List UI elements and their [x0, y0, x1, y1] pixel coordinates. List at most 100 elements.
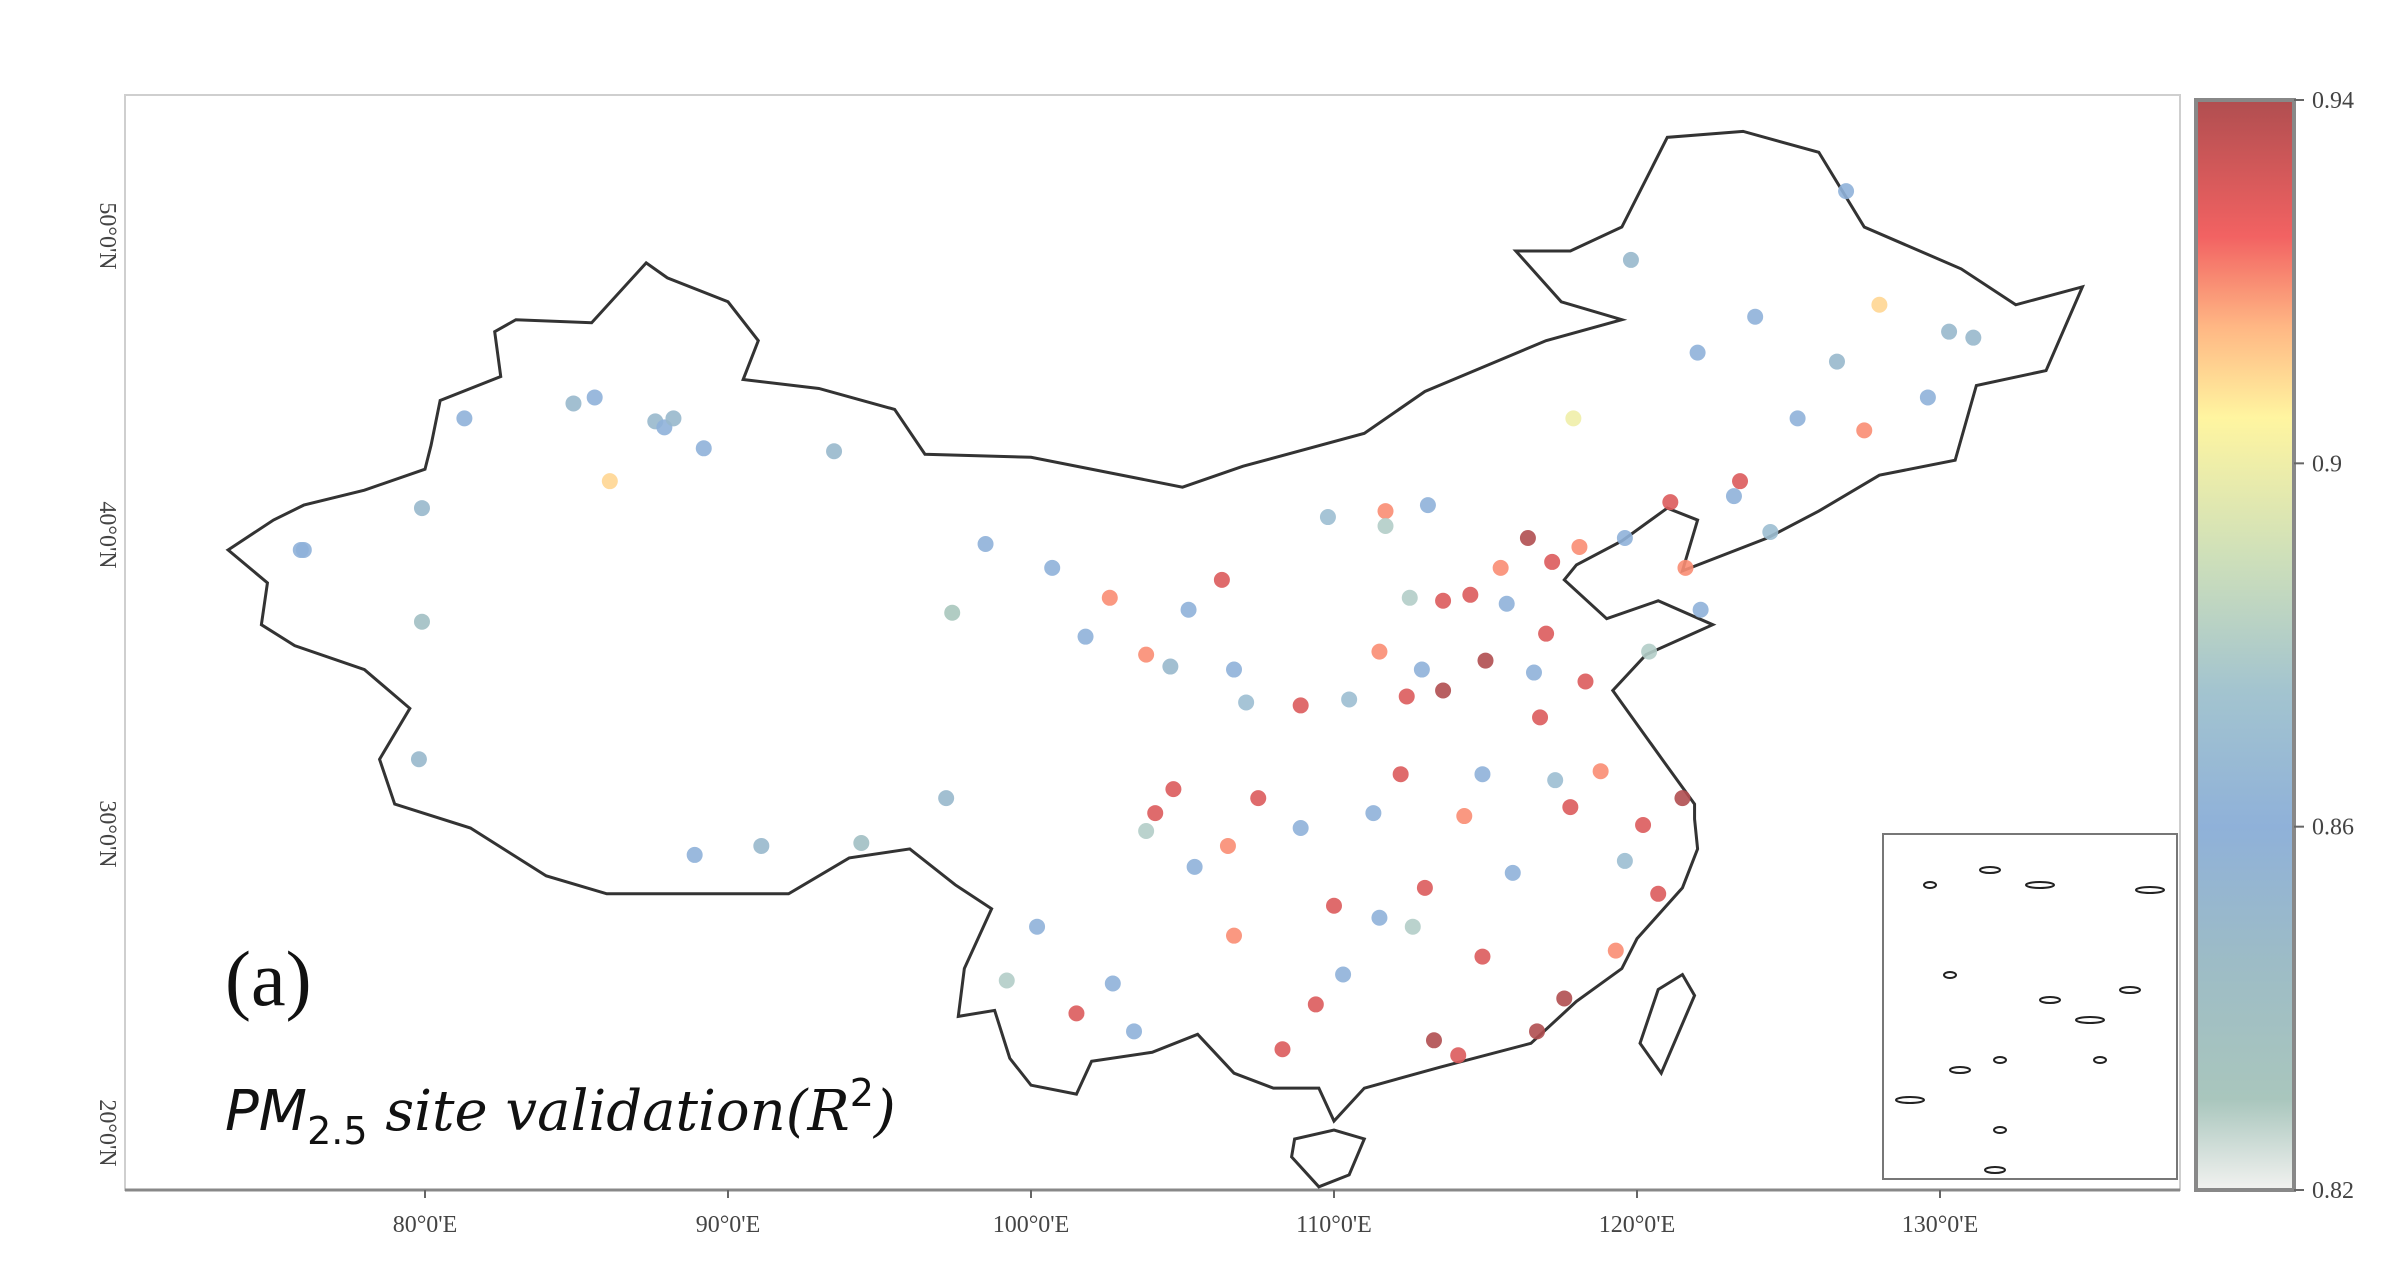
site-marker	[1335, 966, 1352, 983]
site-marker	[1341, 691, 1358, 708]
site-marker	[1692, 601, 1709, 618]
site-marker	[1365, 805, 1382, 822]
title-sub: 2.5	[307, 1109, 367, 1153]
site-marker	[1607, 942, 1624, 959]
site-marker	[1162, 658, 1179, 675]
lat-tick-label: 50°0'N	[94, 202, 120, 269]
site-marker	[1292, 697, 1309, 714]
site-marker	[1871, 296, 1888, 313]
hainan-outline	[1289, 1128, 1367, 1189]
colorbar-tick-label: 0.9	[2312, 451, 2342, 477]
site-marker	[1425, 1032, 1442, 1049]
site-marker	[1186, 858, 1203, 875]
site-marker	[1377, 503, 1394, 520]
inset-island	[1993, 1056, 2007, 1064]
south-china-sea-inset	[1882, 833, 2178, 1180]
site-marker	[826, 443, 843, 460]
site-marker	[665, 410, 682, 427]
lon-tick-label: 90°0'E	[696, 1212, 761, 1238]
site-marker	[1474, 948, 1491, 965]
site-marker	[1562, 799, 1579, 816]
site-marker	[1662, 494, 1679, 511]
site-marker	[1126, 1023, 1143, 1040]
title-close: )	[873, 1079, 896, 1144]
colorbar-ticks: 0.94 0.9 0.86 0.82	[2294, 88, 2354, 1204]
inset-island	[1895, 1096, 1925, 1104]
site-marker	[1398, 688, 1415, 705]
site-marker	[853, 834, 870, 851]
site-marker	[1213, 571, 1230, 588]
site-marker	[1965, 329, 1982, 346]
site-marker	[1104, 975, 1121, 992]
site-marker	[1307, 996, 1324, 1013]
site-marker	[998, 972, 1015, 989]
site-marker	[1616, 529, 1633, 546]
site-marker	[1138, 646, 1155, 663]
inset-island	[1949, 1066, 1971, 1074]
site-marker	[1326, 897, 1342, 914]
site-marker	[1101, 589, 1118, 606]
site-marker	[1180, 601, 1197, 618]
site-marker	[1525, 664, 1542, 681]
site-marker	[1532, 709, 1549, 726]
latitude-ticks: 20°0'N 30°0'N 40°0'N 50°0'N	[94, 202, 120, 1166]
site-marker	[1377, 518, 1394, 535]
site-marker	[1577, 673, 1594, 690]
site-marker	[413, 613, 430, 630]
site-marker	[1077, 628, 1094, 645]
site-marker	[1592, 763, 1609, 780]
site-marker	[1238, 694, 1255, 711]
site-marker	[1641, 643, 1658, 660]
site-marker	[1622, 251, 1639, 268]
site-marker	[1635, 817, 1652, 834]
site-marker	[1677, 559, 1694, 576]
site-marker	[1747, 308, 1764, 325]
inset-island	[1993, 1126, 2007, 1134]
inset-island	[1923, 881, 1937, 889]
colorbar-tick-label: 0.82	[2312, 1178, 2354, 1204]
title-rest: site validation(R	[368, 1079, 850, 1144]
site-marker	[1492, 559, 1509, 576]
site-marker	[1416, 879, 1433, 896]
inset-island	[2075, 1016, 2105, 1024]
site-marker	[456, 410, 473, 427]
lon-tick-label: 110°0'E	[1296, 1212, 1372, 1238]
site-marker	[944, 604, 961, 621]
site-marker	[1544, 553, 1561, 570]
lon-tick-label: 100°0'E	[993, 1212, 1070, 1238]
inset-island	[2119, 986, 2141, 994]
inset-island	[2093, 1056, 2107, 1064]
site-marker	[1068, 1005, 1085, 1022]
mainland-outline	[225, 129, 2086, 1124]
site-marker	[1650, 885, 1667, 902]
site-marker	[1462, 586, 1479, 603]
site-marker	[1725, 488, 1742, 505]
site-marker	[1274, 1041, 1291, 1058]
inset-island	[1979, 866, 2001, 874]
site-marker	[1498, 595, 1515, 612]
site-marker	[1292, 820, 1309, 837]
site-marker	[1689, 344, 1706, 361]
site-marker	[695, 440, 712, 457]
site-marker	[1435, 592, 1452, 609]
site-marker	[977, 535, 994, 552]
site-marker	[1838, 183, 1855, 200]
site-marker	[1674, 790, 1691, 807]
inset-island	[2039, 996, 2061, 1004]
site-marker	[413, 500, 430, 517]
lat-tick-label: 20°0'N	[94, 1099, 120, 1166]
title-sup: 2	[850, 1071, 874, 1115]
site-marker	[1435, 682, 1452, 699]
site-marker	[1828, 353, 1845, 370]
site-marker	[292, 541, 309, 558]
site-marker	[1404, 918, 1421, 935]
site-marker	[1319, 509, 1336, 526]
site-marker	[1419, 497, 1436, 514]
site-marker	[1226, 661, 1243, 678]
site-marker	[1474, 766, 1491, 783]
site-marker	[586, 389, 603, 406]
site-marker	[1371, 909, 1388, 926]
site-marker	[1371, 643, 1388, 660]
colorbar-tick-label: 0.94	[2312, 88, 2354, 114]
